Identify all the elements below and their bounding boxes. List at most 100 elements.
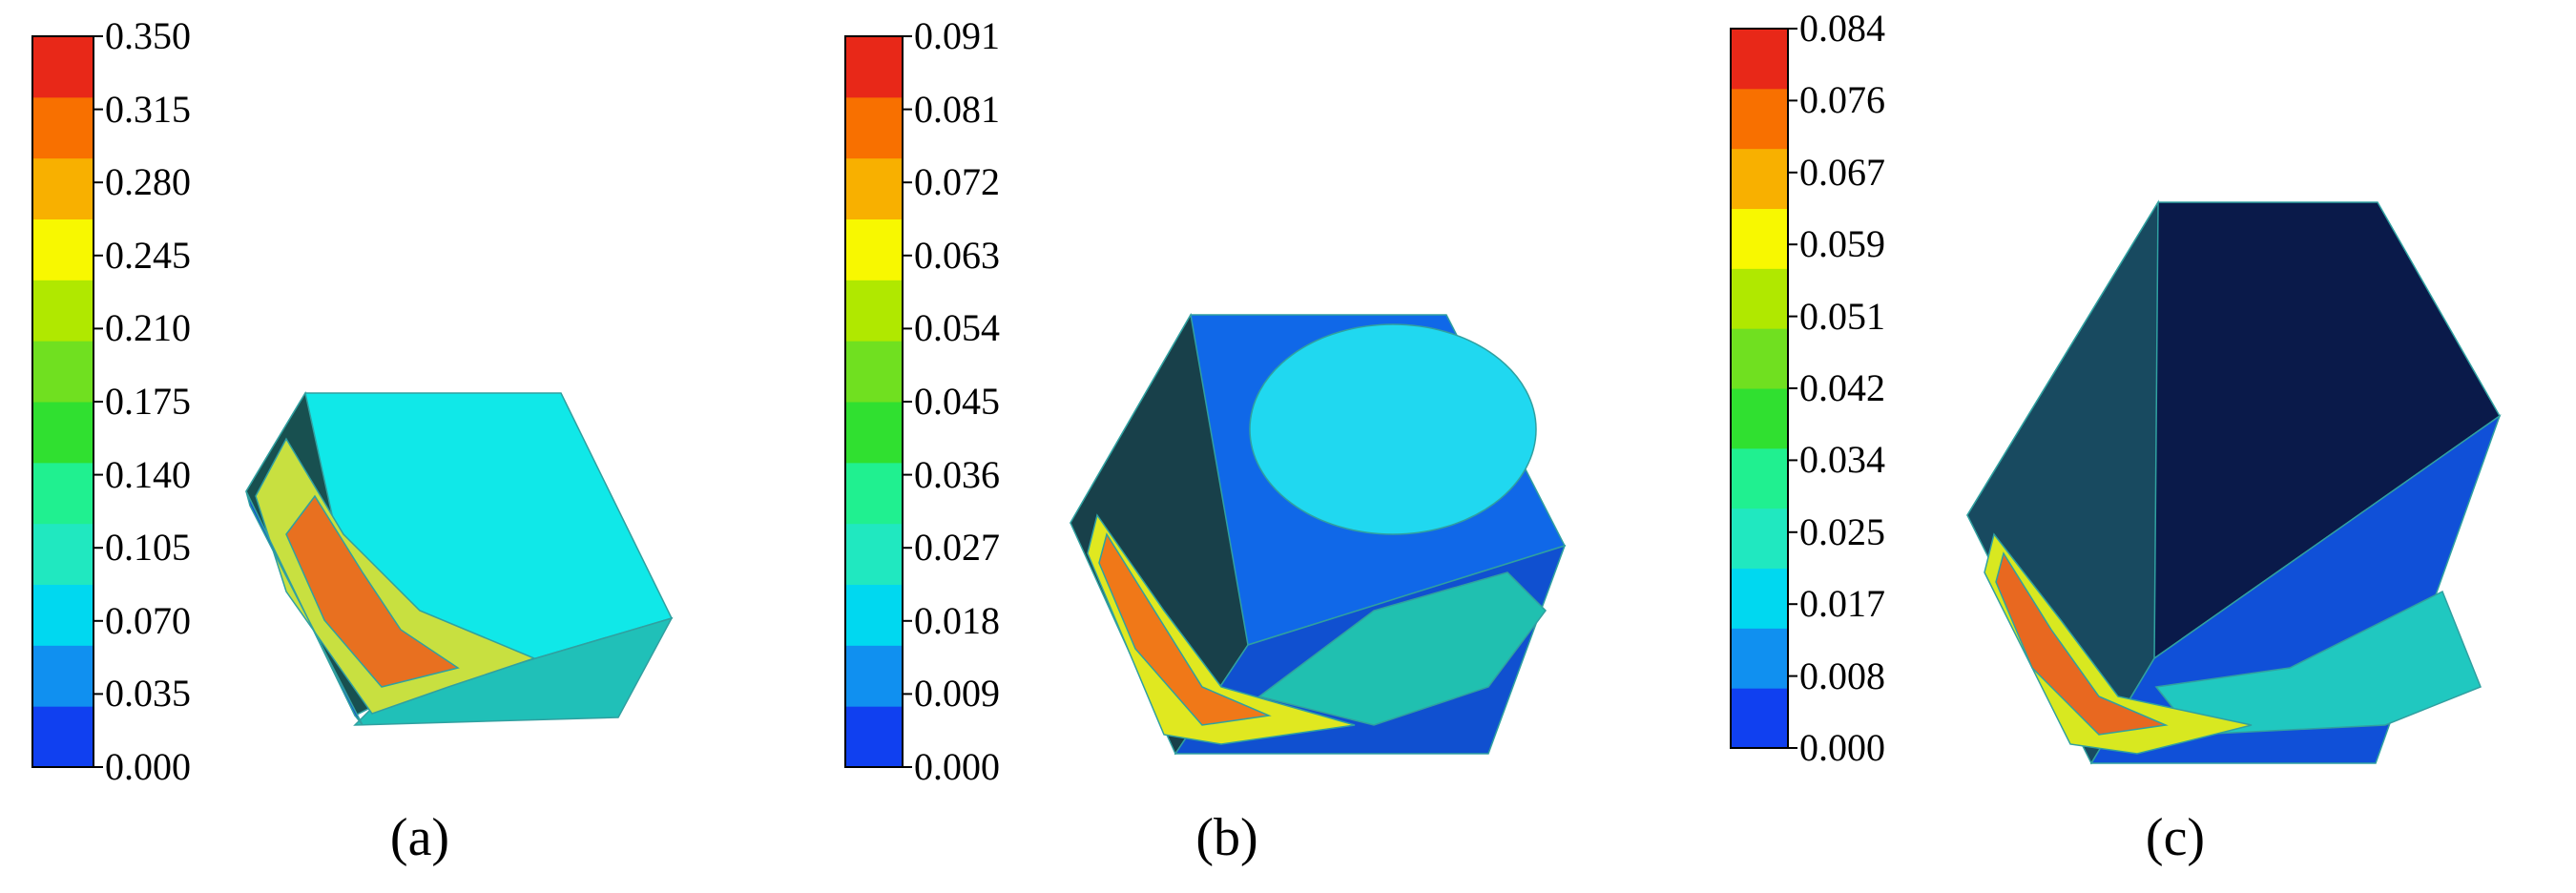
colorbar-tick-label: 0.070 bbox=[105, 598, 191, 642]
colorbar-band bbox=[1731, 508, 1788, 569]
colorbar-tick-label: 0.076 bbox=[1799, 78, 1885, 122]
colorbar-tick-label: 0.081 bbox=[914, 87, 1000, 131]
colorbar-band bbox=[845, 341, 903, 403]
colorbar-tick-label: 0.067 bbox=[1799, 150, 1885, 194]
colorbar-band bbox=[1731, 328, 1788, 389]
colorbar-band bbox=[845, 645, 903, 707]
colorbar-band bbox=[32, 96, 93, 159]
colorbar-band bbox=[32, 36, 93, 98]
colorbar-tick-label: 0.018 bbox=[914, 598, 1000, 642]
colorbar-tick-label: 0.042 bbox=[1799, 366, 1885, 409]
contour-warm-a bbox=[255, 437, 537, 715]
colorbar-band bbox=[845, 706, 903, 768]
colorbar-band bbox=[32, 218, 93, 280]
colorbar-tick-label: 0.280 bbox=[105, 160, 191, 204]
colorbar-band bbox=[32, 523, 93, 585]
colorbar-band bbox=[1731, 568, 1788, 629]
colorbar-bands-a bbox=[32, 36, 93, 768]
colorbar-band bbox=[1731, 388, 1788, 449]
colorbar-tick-label: 0.245 bbox=[105, 233, 191, 277]
colorbar-tick-label: 0.035 bbox=[105, 672, 191, 716]
contour-spot-b bbox=[1249, 323, 1537, 535]
cube-b bbox=[1070, 312, 1567, 756]
panel-a: 0.000 0.035 0.070 0.105 0.140 0.175 0.210 0.245… bbox=[0, 0, 859, 893]
cube-plot-c bbox=[1730, 28, 2502, 765]
colorbar-ticks-a bbox=[93, 35, 103, 768]
cube-plot-a bbox=[31, 35, 674, 768]
colorbar-tick-label: 0.034 bbox=[1799, 438, 1885, 482]
caption-c: (c) bbox=[2145, 808, 2206, 867]
colorbar-band bbox=[1731, 628, 1788, 689]
colorbar-bands-c bbox=[1731, 29, 1788, 749]
colorbar-band bbox=[1731, 29, 1788, 90]
colorbar-band bbox=[845, 280, 903, 342]
contour-hot-b bbox=[1098, 532, 1272, 726]
colorbar-a bbox=[31, 35, 103, 768]
colorbar-tick-label: 0.009 bbox=[914, 672, 1000, 716]
colorbar-band bbox=[1731, 148, 1788, 209]
colorbar-tick-label: 0.045 bbox=[914, 380, 1000, 423]
colorbar-tick-label: 0.000 bbox=[105, 745, 191, 788]
caption-a: (a) bbox=[389, 808, 450, 867]
colorbar-tick-label: 0.315 bbox=[105, 87, 191, 131]
contour-hot-c bbox=[1995, 551, 2169, 736]
panel-b: 0.000 0.009 0.018 0.027 0.036 0.045 0.054 0.063… bbox=[821, 0, 1679, 893]
cube-a bbox=[245, 390, 674, 726]
contour-warm-c bbox=[1984, 532, 2253, 755]
colorbar-tick-label: 0.210 bbox=[105, 306, 191, 350]
colorbar-band bbox=[1731, 268, 1788, 329]
colorbar-tick-label: 0.000 bbox=[1799, 726, 1885, 769]
colorbar-band bbox=[845, 402, 903, 464]
colorbar-band bbox=[845, 584, 903, 646]
contour-right-warm-b bbox=[1257, 571, 1547, 726]
colorbar-tick-label: 0.091 bbox=[914, 14, 1000, 57]
colorbar-ticks-c bbox=[1788, 28, 1797, 749]
colorbar-band bbox=[845, 218, 903, 280]
colorbar-tick-label: 0.084 bbox=[1799, 7, 1885, 50]
colorbar-tick-label: 0.008 bbox=[1799, 654, 1885, 697]
colorbar-band bbox=[32, 280, 93, 342]
colorbar-tick-label: 0.059 bbox=[1799, 222, 1885, 266]
colorbar-band bbox=[1731, 88, 1788, 150]
colorbar-band bbox=[1731, 208, 1788, 269]
colorbar-tick-label: 0.017 bbox=[1799, 582, 1885, 626]
colorbar-band bbox=[32, 645, 93, 707]
colorbar-tick-label: 0.175 bbox=[105, 380, 191, 423]
contour-band-a bbox=[245, 490, 364, 726]
colorbar-band bbox=[32, 584, 93, 646]
colorbar-c bbox=[1730, 28, 1797, 749]
colorbar-band bbox=[1731, 688, 1788, 749]
colorbar-band bbox=[1731, 447, 1788, 509]
panel-c: 0.000 0.008 0.017 0.025 0.034 0.042 0.051 0.059… bbox=[1717, 0, 2576, 893]
colorbar-band bbox=[32, 341, 93, 403]
colorbar-tick-label: 0.072 bbox=[914, 160, 1000, 204]
colorbar-band bbox=[845, 96, 903, 159]
colorbar-band bbox=[845, 523, 903, 585]
contour-hot-a bbox=[285, 494, 460, 688]
colorbar-band bbox=[32, 462, 93, 525]
colorbar-tick-label: 0.140 bbox=[105, 452, 191, 496]
colorbar-tick-label: 0.063 bbox=[914, 233, 1000, 277]
colorbar-bands-b bbox=[845, 36, 903, 768]
colorbar-tick-label: 0.054 bbox=[914, 306, 1000, 350]
colorbar-tick-label: 0.051 bbox=[1799, 294, 1885, 338]
colorbar-tick-label: 0.036 bbox=[914, 452, 1000, 496]
colorbar-ticks-b bbox=[903, 35, 912, 768]
caption-b: (b) bbox=[1195, 808, 1258, 867]
colorbar-tick-label: 0.105 bbox=[105, 526, 191, 570]
colorbar-tick-label: 0.027 bbox=[914, 526, 1000, 570]
colorbar-tick-label: 0.350 bbox=[105, 14, 191, 57]
cube-plot-b bbox=[844, 35, 1567, 768]
colorbar-b bbox=[844, 35, 912, 768]
colorbar-tick-label: 0.025 bbox=[1799, 509, 1885, 553]
colorbar-band bbox=[32, 157, 93, 219]
colorbar-band bbox=[32, 706, 93, 768]
colorbar-band bbox=[845, 157, 903, 219]
cube-right-face-a bbox=[353, 616, 674, 726]
contour-warm-b bbox=[1087, 513, 1356, 745]
colorbar-tick-label: 0.000 bbox=[914, 745, 1000, 788]
cube-c bbox=[1966, 199, 2502, 765]
colorbar-band bbox=[32, 402, 93, 464]
colorbar-band bbox=[845, 462, 903, 525]
colorbar-band bbox=[845, 36, 903, 98]
